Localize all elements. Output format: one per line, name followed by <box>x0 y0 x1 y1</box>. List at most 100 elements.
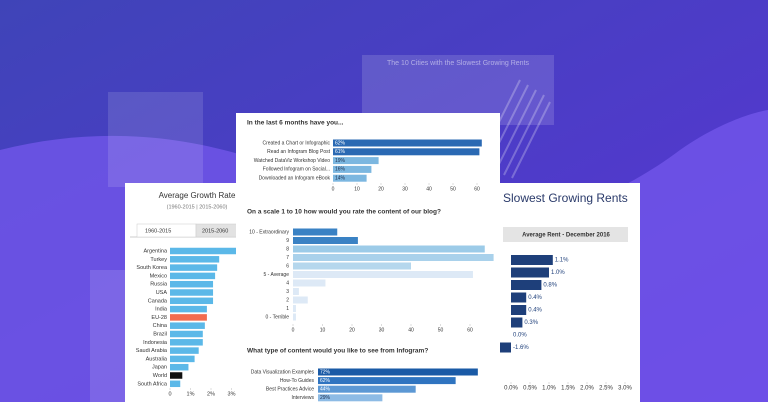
bar <box>170 363 189 371</box>
chart-title: On a scale 1 to 10 how would you rate th… <box>247 209 441 216</box>
tab <box>195 223 245 238</box>
category-label: Canada <box>148 298 168 304</box>
chart-title: In the last 6 months have you... <box>247 120 344 127</box>
x-tick-label: 0 <box>292 327 295 333</box>
bar <box>170 247 238 255</box>
bar <box>293 313 296 321</box>
category-label: 1 <box>286 306 289 312</box>
bar <box>511 317 523 328</box>
category-label: Russia <box>150 282 168 288</box>
x-tick-label: 1.0% <box>542 386 556 392</box>
value-label: 62% <box>335 140 346 146</box>
x-tick-label: 30 <box>379 327 385 333</box>
category-label: 7 <box>286 255 289 261</box>
category-label: China <box>153 323 168 329</box>
category-label: 9 <box>286 238 289 244</box>
bar <box>333 165 372 173</box>
x-tick-label: 40 <box>426 186 432 192</box>
bar <box>293 254 494 261</box>
bar <box>498 342 511 353</box>
category-label: Best Practices Advice <box>266 387 314 393</box>
category-label: 2 <box>286 297 289 303</box>
bar <box>293 279 326 287</box>
bar <box>293 262 411 270</box>
value-label: 44% <box>320 387 331 393</box>
value-label: 0.0% <box>513 333 527 339</box>
value-label: 0.8% <box>543 283 557 289</box>
bar <box>511 305 527 315</box>
bar <box>293 288 299 295</box>
x-tick-label: 3.0% <box>618 386 632 392</box>
x-tick-label: 30 <box>402 186 408 192</box>
category-label: South Korea <box>136 265 168 271</box>
chart-subtitle: Average Rent - December 2016 <box>522 233 610 239</box>
x-tick-label: 2.5% <box>599 386 613 392</box>
x-tick-label: 0 <box>168 391 171 397</box>
faded-panel <box>90 270 130 402</box>
x-tick-label: 40 <box>408 327 414 333</box>
x-tick-label: 60 <box>467 327 473 333</box>
faded-title: The 10 Cities with the Slowest Growing R… <box>387 60 530 67</box>
chart-title: Slowest Growing Rents <box>503 191 628 205</box>
x-tick-label: 2.0% <box>580 386 594 392</box>
value-label: 0.3% <box>524 320 538 326</box>
chart-subtitle: (1960-2015 | 2015-2060) <box>167 204 228 210</box>
value-label: 1.1% <box>555 258 569 264</box>
category-label: Brazil <box>153 331 167 337</box>
bar <box>170 256 220 263</box>
x-tick-label: 60 <box>474 186 480 192</box>
header-bar <box>503 227 628 242</box>
chart-title: Average Growth Rate <box>159 191 236 200</box>
bar <box>293 228 338 236</box>
bar <box>333 157 379 165</box>
bar <box>511 280 542 290</box>
bar <box>511 267 549 278</box>
value-label: 1.0% <box>551 270 565 276</box>
x-tick-label: 0 <box>332 186 335 192</box>
growth-card: Average Growth Rate (1960-2015 | 2015-206… <box>125 183 245 402</box>
bar <box>511 292 527 303</box>
bar <box>318 368 478 376</box>
category-label: Japan <box>152 365 167 371</box>
bar <box>293 237 358 244</box>
category-label: Indonesia <box>143 340 168 346</box>
bar <box>293 245 485 253</box>
category-label: Data Visualization Examples <box>251 369 315 375</box>
x-tick-label: 20 <box>378 186 384 192</box>
bar <box>318 377 456 385</box>
value-label: 62% <box>320 378 331 384</box>
value-label: 14% <box>335 176 346 182</box>
category-label: Interviews <box>291 395 314 401</box>
category-label: India <box>155 307 168 313</box>
bar <box>293 296 308 304</box>
x-tick-label: 0.5% <box>523 386 537 392</box>
bar <box>318 385 416 393</box>
category-label: Mexico <box>150 273 167 279</box>
bar <box>170 305 207 313</box>
x-tick-label: 10 <box>354 186 360 192</box>
value-label: 29% <box>320 395 331 401</box>
bar <box>170 355 195 363</box>
value-label: -1.6% <box>513 345 529 351</box>
category-label: How-To Guides <box>280 378 315 384</box>
bar <box>170 264 218 271</box>
bar <box>333 174 367 182</box>
category-label: Downloaded an Infogram eBook <box>259 176 331 182</box>
category-label: 5 - Average <box>264 272 290 278</box>
category-label: Followed Infogram on Social... <box>263 167 330 173</box>
category-label: 4 <box>286 280 289 286</box>
value-label: 0.4% <box>528 308 542 314</box>
category-label: EU-28 <box>151 315 167 321</box>
bar <box>170 372 183 379</box>
bar <box>293 305 296 312</box>
value-label: 61% <box>335 149 346 155</box>
bar <box>170 347 199 354</box>
category-label: Created a Chart or Infographic <box>262 140 330 146</box>
tab-label: 1960-2015 <box>145 228 171 234</box>
bar <box>318 394 383 402</box>
bar <box>170 380 181 388</box>
bar <box>170 322 205 329</box>
bar <box>170 297 214 305</box>
